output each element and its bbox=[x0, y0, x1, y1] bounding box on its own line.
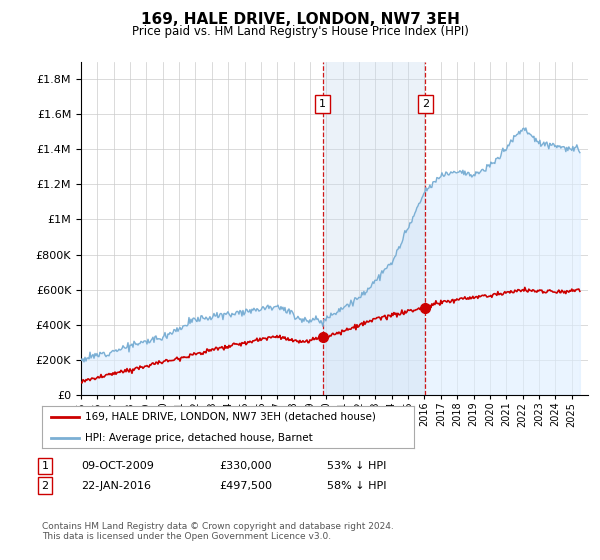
Text: 09-OCT-2009: 09-OCT-2009 bbox=[81, 461, 154, 471]
Text: Contains HM Land Registry data © Crown copyright and database right 2024.
This d: Contains HM Land Registry data © Crown c… bbox=[42, 522, 394, 542]
Text: 58% ↓ HPI: 58% ↓ HPI bbox=[327, 480, 386, 491]
Text: 2: 2 bbox=[422, 99, 429, 109]
Text: £330,000: £330,000 bbox=[219, 461, 272, 471]
Text: 53% ↓ HPI: 53% ↓ HPI bbox=[327, 461, 386, 471]
Text: HPI: Average price, detached house, Barnet: HPI: Average price, detached house, Barn… bbox=[85, 433, 313, 443]
Text: £497,500: £497,500 bbox=[219, 480, 272, 491]
Text: 169, HALE DRIVE, LONDON, NW7 3EH (detached house): 169, HALE DRIVE, LONDON, NW7 3EH (detach… bbox=[85, 412, 376, 422]
Text: Price paid vs. HM Land Registry's House Price Index (HPI): Price paid vs. HM Land Registry's House … bbox=[131, 25, 469, 38]
Text: 2: 2 bbox=[41, 480, 49, 491]
Text: 1: 1 bbox=[319, 99, 326, 109]
Bar bbox=[323, 62, 425, 395]
Text: 22-JAN-2016: 22-JAN-2016 bbox=[81, 480, 151, 491]
Text: 169, HALE DRIVE, LONDON, NW7 3EH: 169, HALE DRIVE, LONDON, NW7 3EH bbox=[140, 12, 460, 27]
Text: 1: 1 bbox=[41, 461, 49, 471]
